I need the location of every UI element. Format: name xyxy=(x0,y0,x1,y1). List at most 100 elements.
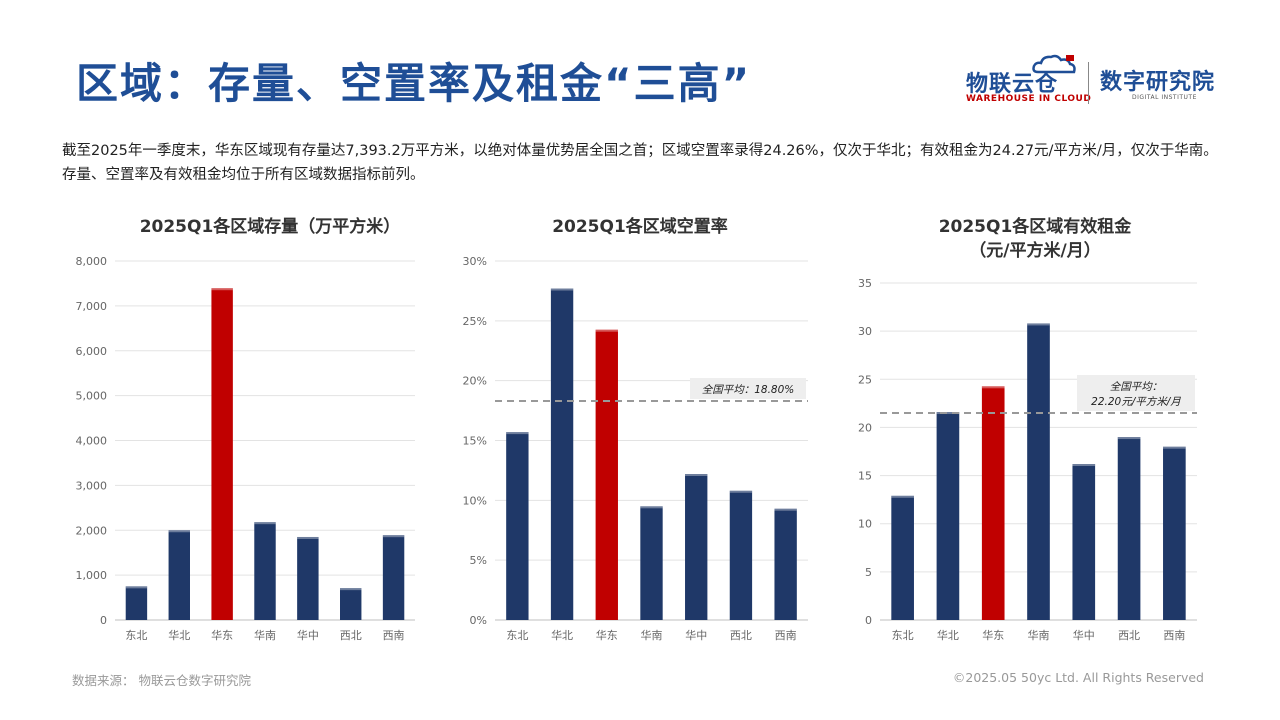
y-tick-label: 30% xyxy=(463,255,487,268)
y-tick-label: 35 xyxy=(858,277,872,290)
data-source: 数据来源： 物联云仓数字研究院 xyxy=(72,673,251,688)
y-tick-label: 5% xyxy=(470,554,487,567)
bar-top-highlight xyxy=(506,432,529,435)
y-tick-label: 15 xyxy=(858,470,872,483)
y-tick-label: 2,000 xyxy=(76,524,108,537)
x-tick-label: 华东 xyxy=(982,628,1004,642)
x-tick-label: 华中 xyxy=(297,628,319,642)
bar-top-highlight xyxy=(254,522,276,525)
bar-华东 xyxy=(211,288,233,620)
y-tick-label: 1,000 xyxy=(76,569,108,582)
average-label-text: 全国平均：18.80% xyxy=(702,384,795,396)
chart-2-title: 2025Q1各区域空置率 xyxy=(552,217,728,237)
bar-华中 xyxy=(685,474,708,620)
y-tick-label: 5 xyxy=(865,566,872,579)
average-label-text: 全国平均： xyxy=(1110,381,1163,393)
average-label-text: 22.20元/平方米/月 xyxy=(1091,396,1181,408)
x-tick-label: 华中 xyxy=(1073,628,1095,642)
bar-华南 xyxy=(254,522,276,620)
bar-东北 xyxy=(891,495,914,620)
bar-华东 xyxy=(595,329,618,620)
bar-top-highlight xyxy=(640,506,663,509)
stock-bar-chart: 0 1,000 2,000 3,000 4,000 5,000 6,000 7,000 8,00… xyxy=(76,255,415,642)
y-tick-label: 30 xyxy=(858,325,872,338)
y-tick-label: 10 xyxy=(858,518,872,531)
y-tick-label: 8,000 xyxy=(76,255,108,268)
y-tick-label: 3,000 xyxy=(76,479,108,492)
bar-top-highlight xyxy=(595,329,618,332)
x-tick-label: 西北 xyxy=(340,629,362,642)
bar-top-highlight xyxy=(297,536,319,539)
x-tick-label: 西北 xyxy=(730,629,752,642)
cloud-icon xyxy=(1032,54,1076,74)
y-tick-label: 4,000 xyxy=(76,435,108,448)
x-tick-label: 西南 xyxy=(775,629,797,642)
average-label-box xyxy=(1077,374,1195,411)
chart-3-title-line-1: 2025Q1各区域有效租金 xyxy=(938,217,1132,237)
rent-bar-chart: 0 5 10 15 20 25 30 35 东北 华北 华东 华南 华中 西北 西南 全国平均： 22.20元/… xyxy=(858,277,1197,642)
y-tick-label: 0 xyxy=(865,614,872,627)
x-tick-label: 华东 xyxy=(596,628,618,642)
bar-西北 xyxy=(340,588,362,620)
logo-divider xyxy=(1088,62,1089,104)
bar-top-highlight xyxy=(729,490,753,493)
logo-en-left: WAREHOUSE IN CLOUD xyxy=(966,94,1092,104)
x-tick-label: 华南 xyxy=(641,628,663,642)
x-tick-label: 西南 xyxy=(383,629,405,642)
bar-华南 xyxy=(640,506,663,620)
y-tick-label: 10% xyxy=(463,494,487,507)
logo-cn-left: 物联云仓 xyxy=(966,72,1059,97)
x-tick-label: 东北 xyxy=(125,629,147,642)
bar-华南 xyxy=(1027,323,1050,620)
warehouse-in-cloud-logo: 物联云仓 WAREHOUSE IN CLOUD xyxy=(962,54,1091,106)
x-tick-label: 西北 xyxy=(1118,629,1140,642)
x-tick-label: 华中 xyxy=(685,628,707,642)
y-tick-label: 5,000 xyxy=(76,390,108,403)
bar-华东 xyxy=(981,386,1005,620)
chart-3-title-line-2: （元/平方米/月） xyxy=(969,241,1101,261)
average-label-box xyxy=(690,378,806,400)
x-tick-label: 华北 xyxy=(937,628,959,642)
bar-西南 xyxy=(1163,446,1186,620)
chart-3-title: 2025Q1各区域有效租金 （元/平方米/月） xyxy=(865,215,1205,263)
x-tick-label: 华北 xyxy=(168,628,190,642)
bar-top-highlight xyxy=(1117,437,1141,440)
bar-西南 xyxy=(382,535,405,620)
chart-1-title: 2025Q1各区域存量（万平方米） xyxy=(139,217,401,237)
x-tick-label: 华北 xyxy=(551,628,573,642)
bar-华北 xyxy=(550,288,574,620)
bar-top-highlight xyxy=(550,288,574,291)
bar-top-highlight xyxy=(774,508,797,511)
y-tick-label: 20 xyxy=(858,421,872,434)
vacancy-bar-chart: 0% 5% 10% 15% 20% 25% 30% 东北 华北 华东 华南 华中 西北 西南 全国平均：18… xyxy=(463,255,808,642)
bar-华北 xyxy=(168,530,190,620)
logo-en-right: DIGITAL INSTITUTE xyxy=(1132,94,1197,101)
bar-东北 xyxy=(125,586,148,620)
bar-top-highlight xyxy=(211,288,233,291)
bar-top-highlight xyxy=(1027,323,1050,326)
bar-top-highlight xyxy=(891,495,914,498)
logo-cn-right: 数字研究院 xyxy=(1100,70,1216,95)
copyright: ©2025.05 50yc Ltd. All Rights Reserved xyxy=(952,670,1204,685)
bar-西北 xyxy=(1117,437,1141,620)
y-tick-label: 25% xyxy=(463,315,487,328)
y-tick-label: 6,000 xyxy=(76,345,108,358)
x-tick-label: 华东 xyxy=(211,628,233,642)
bar-top-highlight xyxy=(685,474,708,477)
y-tick-label: 0% xyxy=(470,614,487,627)
bar-top-highlight xyxy=(168,530,190,533)
bar-top-highlight xyxy=(936,412,960,415)
bar-top-highlight xyxy=(1072,464,1096,467)
bar-华中 xyxy=(1072,464,1096,620)
x-tick-label: 华南 xyxy=(254,628,276,642)
bar-西南 xyxy=(774,508,797,620)
x-tick-label: 东北 xyxy=(892,629,914,642)
bar-华北 xyxy=(936,412,960,620)
bar-top-highlight xyxy=(340,588,362,591)
page-title: 区域：存量、空置率及租金“三高” xyxy=(76,59,752,108)
bar-东北 xyxy=(506,432,529,620)
x-tick-label: 华南 xyxy=(1028,628,1050,642)
bar-top-highlight xyxy=(981,386,1005,389)
bar-top-highlight xyxy=(1163,446,1186,449)
bar-西北 xyxy=(729,490,753,620)
